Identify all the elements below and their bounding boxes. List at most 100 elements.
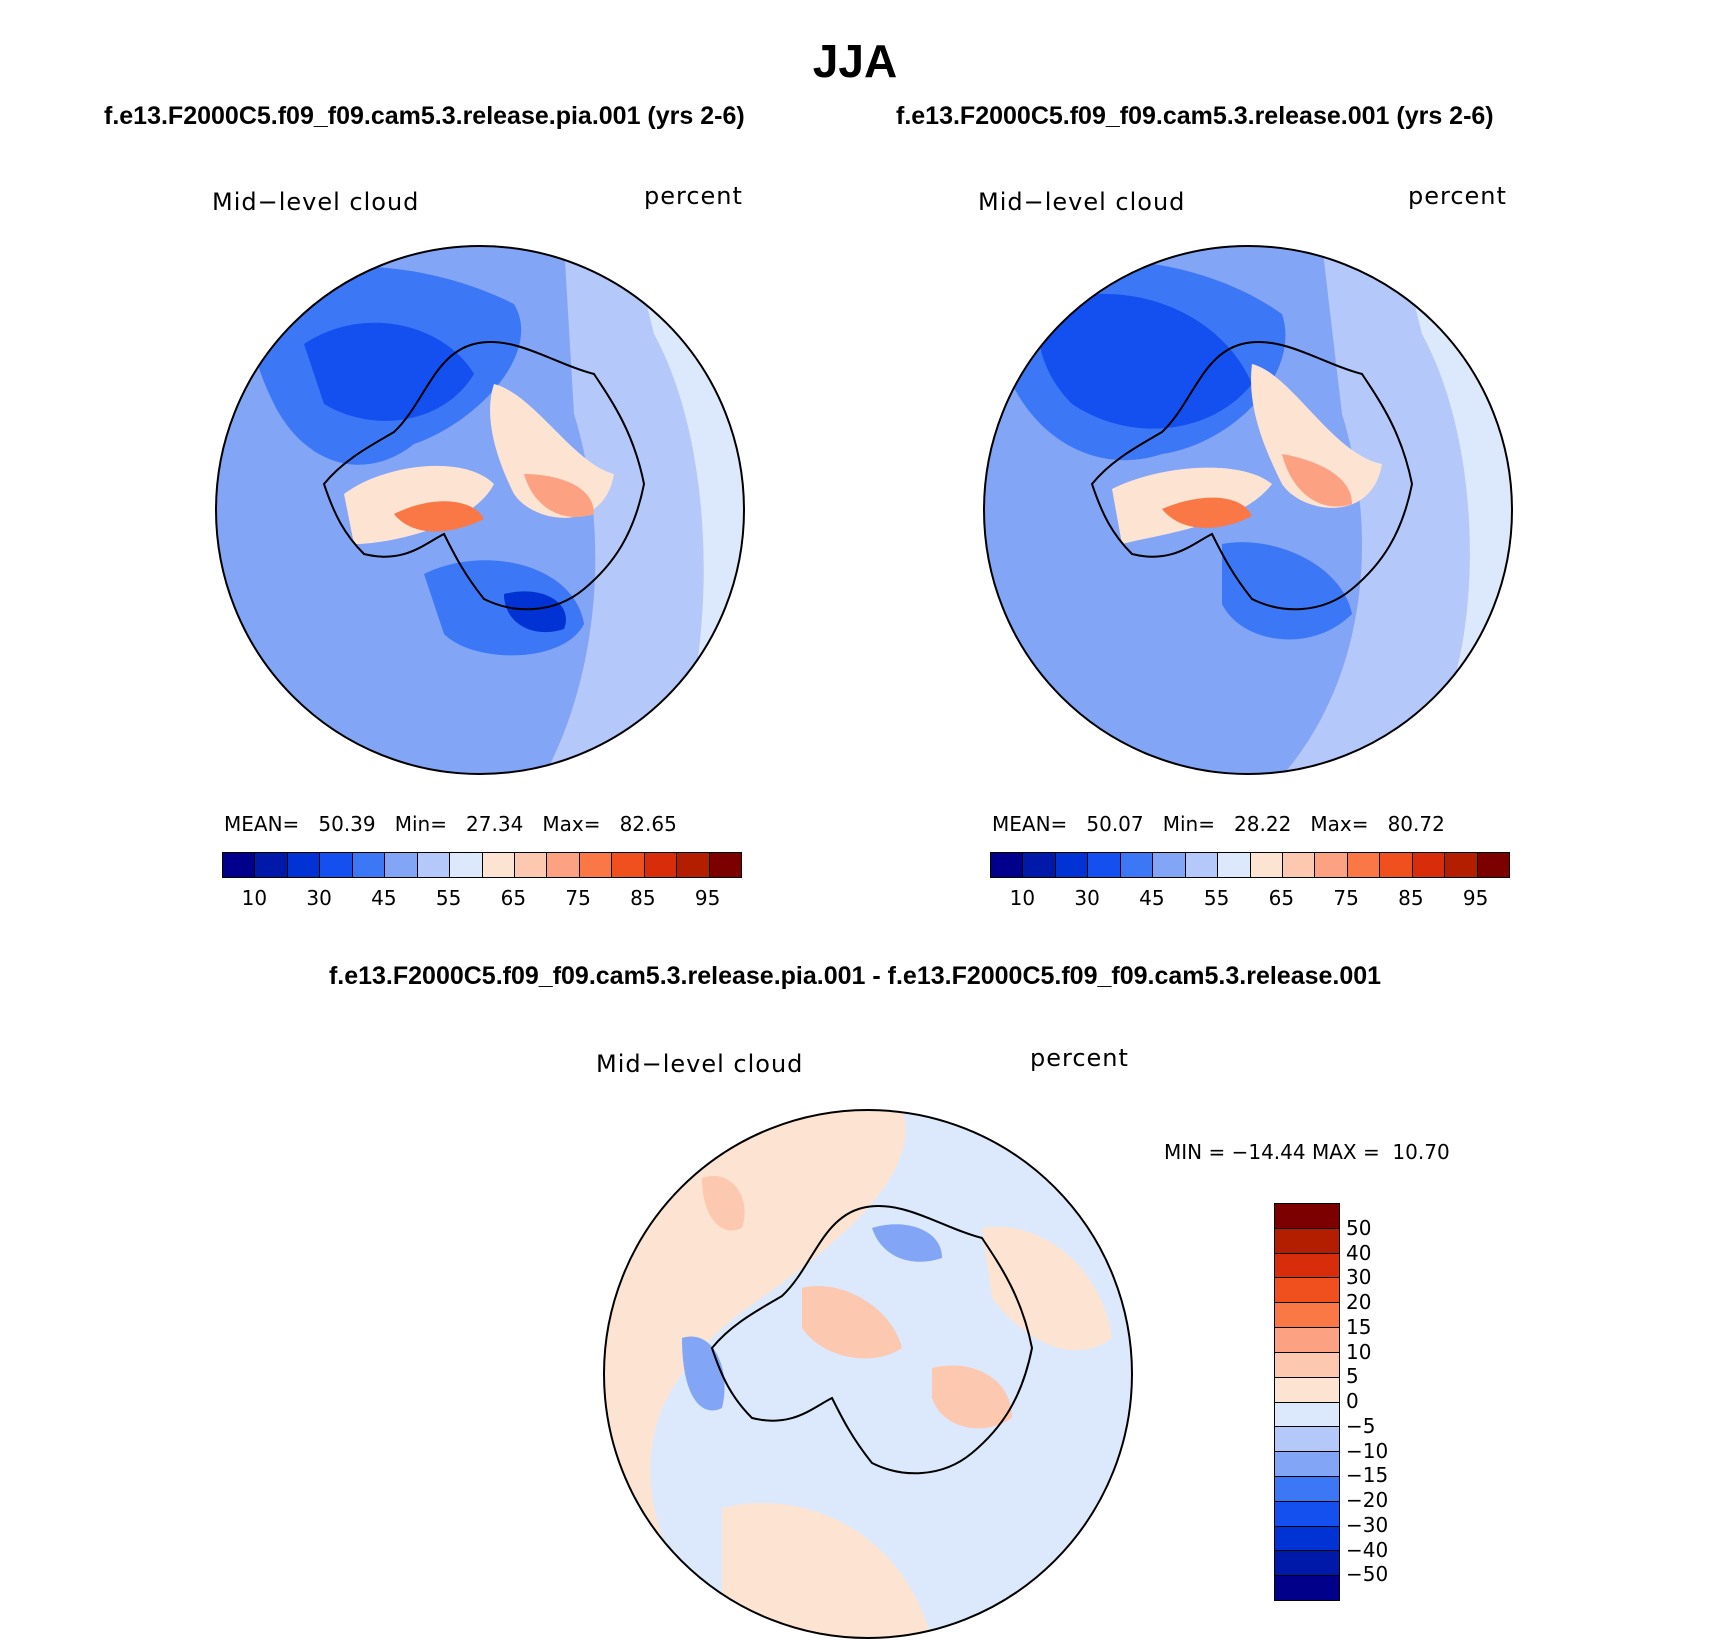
colorbar-box [1185,853,1219,877]
colorbar-tick-label: 75 [1333,886,1359,910]
colorbar-box [255,853,288,877]
field-contour-orange-2 [524,474,594,518]
colorbar-box [1023,853,1056,877]
max-value: 82.65 [619,812,677,836]
colorbar-box [352,853,386,877]
max-label: Max= [542,812,601,836]
case-title-left: f.e13.F2000C5.f09_f09.cam5.3.release.pia… [104,102,745,130]
diff-stats: MIN = −14.44 MAX = 10.70 [1164,1140,1450,1164]
colorbar-box [1275,1228,1339,1254]
colorbar-tick-label: 30 [1346,1265,1372,1290]
colorbar-box [385,853,418,877]
map-boundary [983,245,1513,775]
colorbar-box [1153,853,1186,877]
colorbar-box [1275,1576,1339,1600]
colorbar-box [1275,1551,1339,1577]
min-value: 28.22 [1234,812,1292,836]
field-contour-blue [872,1224,942,1262]
colorbar-box [1275,1526,1339,1552]
mean-label: MEAN= [224,812,300,836]
antarctica-coastline [710,1205,1034,1475]
colorbar-box [612,853,645,877]
mean-value: 50.39 [318,812,376,836]
colorbar-diff [1274,1203,1340,1601]
colorbar-tick-label: −30 [1346,1512,1389,1537]
colorbar-box [1275,1452,1339,1477]
field-contour-salmon-2 [932,1365,1012,1429]
max-value: 80.72 [1387,812,1445,836]
min-value: 27.34 [466,812,524,836]
colorbar-tick-label: 30 [1074,886,1100,910]
colorbar-tick-label: −20 [1346,1488,1389,1512]
colorbar-box [1218,853,1251,877]
max-label: Max= [1310,812,1369,836]
colorbar-box [1275,1476,1339,1502]
min-label: Min= [1162,812,1215,836]
colorbar-box [1275,1402,1339,1428]
colorbar-box [1477,853,1509,877]
colorbar-box [450,853,483,877]
field-contour-salmon-3 [702,1176,745,1231]
colorbar-box [547,853,580,877]
colorbar-box [1275,1253,1339,1279]
variable-label-diff: Mid−level cloud [596,1050,804,1078]
colorbar-tick-label: 10 [1009,886,1036,910]
field-contour-peach-2 [1251,364,1382,508]
colorbar-tick-label: 10 [1346,1339,1372,1364]
colorbar-tick-label: 0 [1346,1389,1359,1413]
colorbar-tick-label: 55 [1203,886,1230,910]
diff-title: f.e13.F2000C5.f09_f09.cam5.3.release.pia… [328,962,1382,990]
colorbar-box [1055,853,1089,877]
colorbar-box [1275,1303,1339,1329]
colorbar-tick-label: 95 [1462,886,1489,910]
colorbar-box [482,853,515,877]
field-contour-orange-2 [1282,454,1352,507]
colorbar-tick-label: −40 [1346,1537,1389,1562]
colorbar-box [223,853,256,877]
colorbar-box [1380,853,1413,877]
colorbar-tick-label: 40 [1346,1240,1372,1265]
colorbar-box [1347,853,1381,877]
units-label-left: percent [644,182,743,210]
map-right [983,245,1513,775]
colorbar-tick-label: 75 [565,886,591,910]
colorbar-box [1275,1328,1339,1353]
antarctica-coastline [1090,341,1414,611]
colorbar-box [1275,1352,1339,1378]
colorbar-box [1088,853,1121,877]
colorbar-tick-label: 30 [306,886,332,910]
colorbar-left [222,852,742,878]
field-contour-peach-2 [722,1503,932,1638]
units-label-right: percent [1408,182,1507,210]
colorbar-box [1282,853,1316,877]
colorbar-box [644,853,678,877]
colorbar-tick-label: 20 [1346,1290,1372,1314]
colorbar-box [1275,1427,1339,1453]
colorbar-tick-label: 65 [1268,886,1295,910]
colorbar-box [709,853,741,877]
colorbar-tick-label: 95 [694,886,721,910]
colorbar-box [579,853,613,877]
colorbar-box [677,853,710,877]
colorbar-tick-label: 5 [1346,1364,1359,1389]
colorbar-box [1275,1278,1339,1304]
field-contour-peach-2 [490,384,614,518]
colorbar-tick-label: 10 [241,886,268,910]
colorbar-tick-label: 15 [1346,1314,1372,1339]
colorbar-box [1275,1501,1339,1527]
colorbar-box [1412,853,1446,877]
colorbar-box [320,853,353,877]
stats-left: MEAN= 50.39 Min= 27.34 Max= 82.65 [224,812,677,836]
min-label: Min= [394,812,447,836]
variable-label-left: Mid−level cloud [212,188,420,216]
field-contour-deep-2 [504,591,566,633]
colorbar-box [287,853,321,877]
stats-right: MEAN= 50.07 Min= 28.22 Max= 80.72 [992,812,1445,836]
colorbar-box [1250,853,1283,877]
colorbar-tick-label: 45 [1139,886,1165,910]
colorbar-tick-label: 85 [630,886,656,910]
map-boundary [215,245,745,775]
colorbar-tick-label: −15 [1346,1463,1389,1488]
field-contour-orange [394,501,484,532]
field-contour-deep [1038,293,1252,429]
